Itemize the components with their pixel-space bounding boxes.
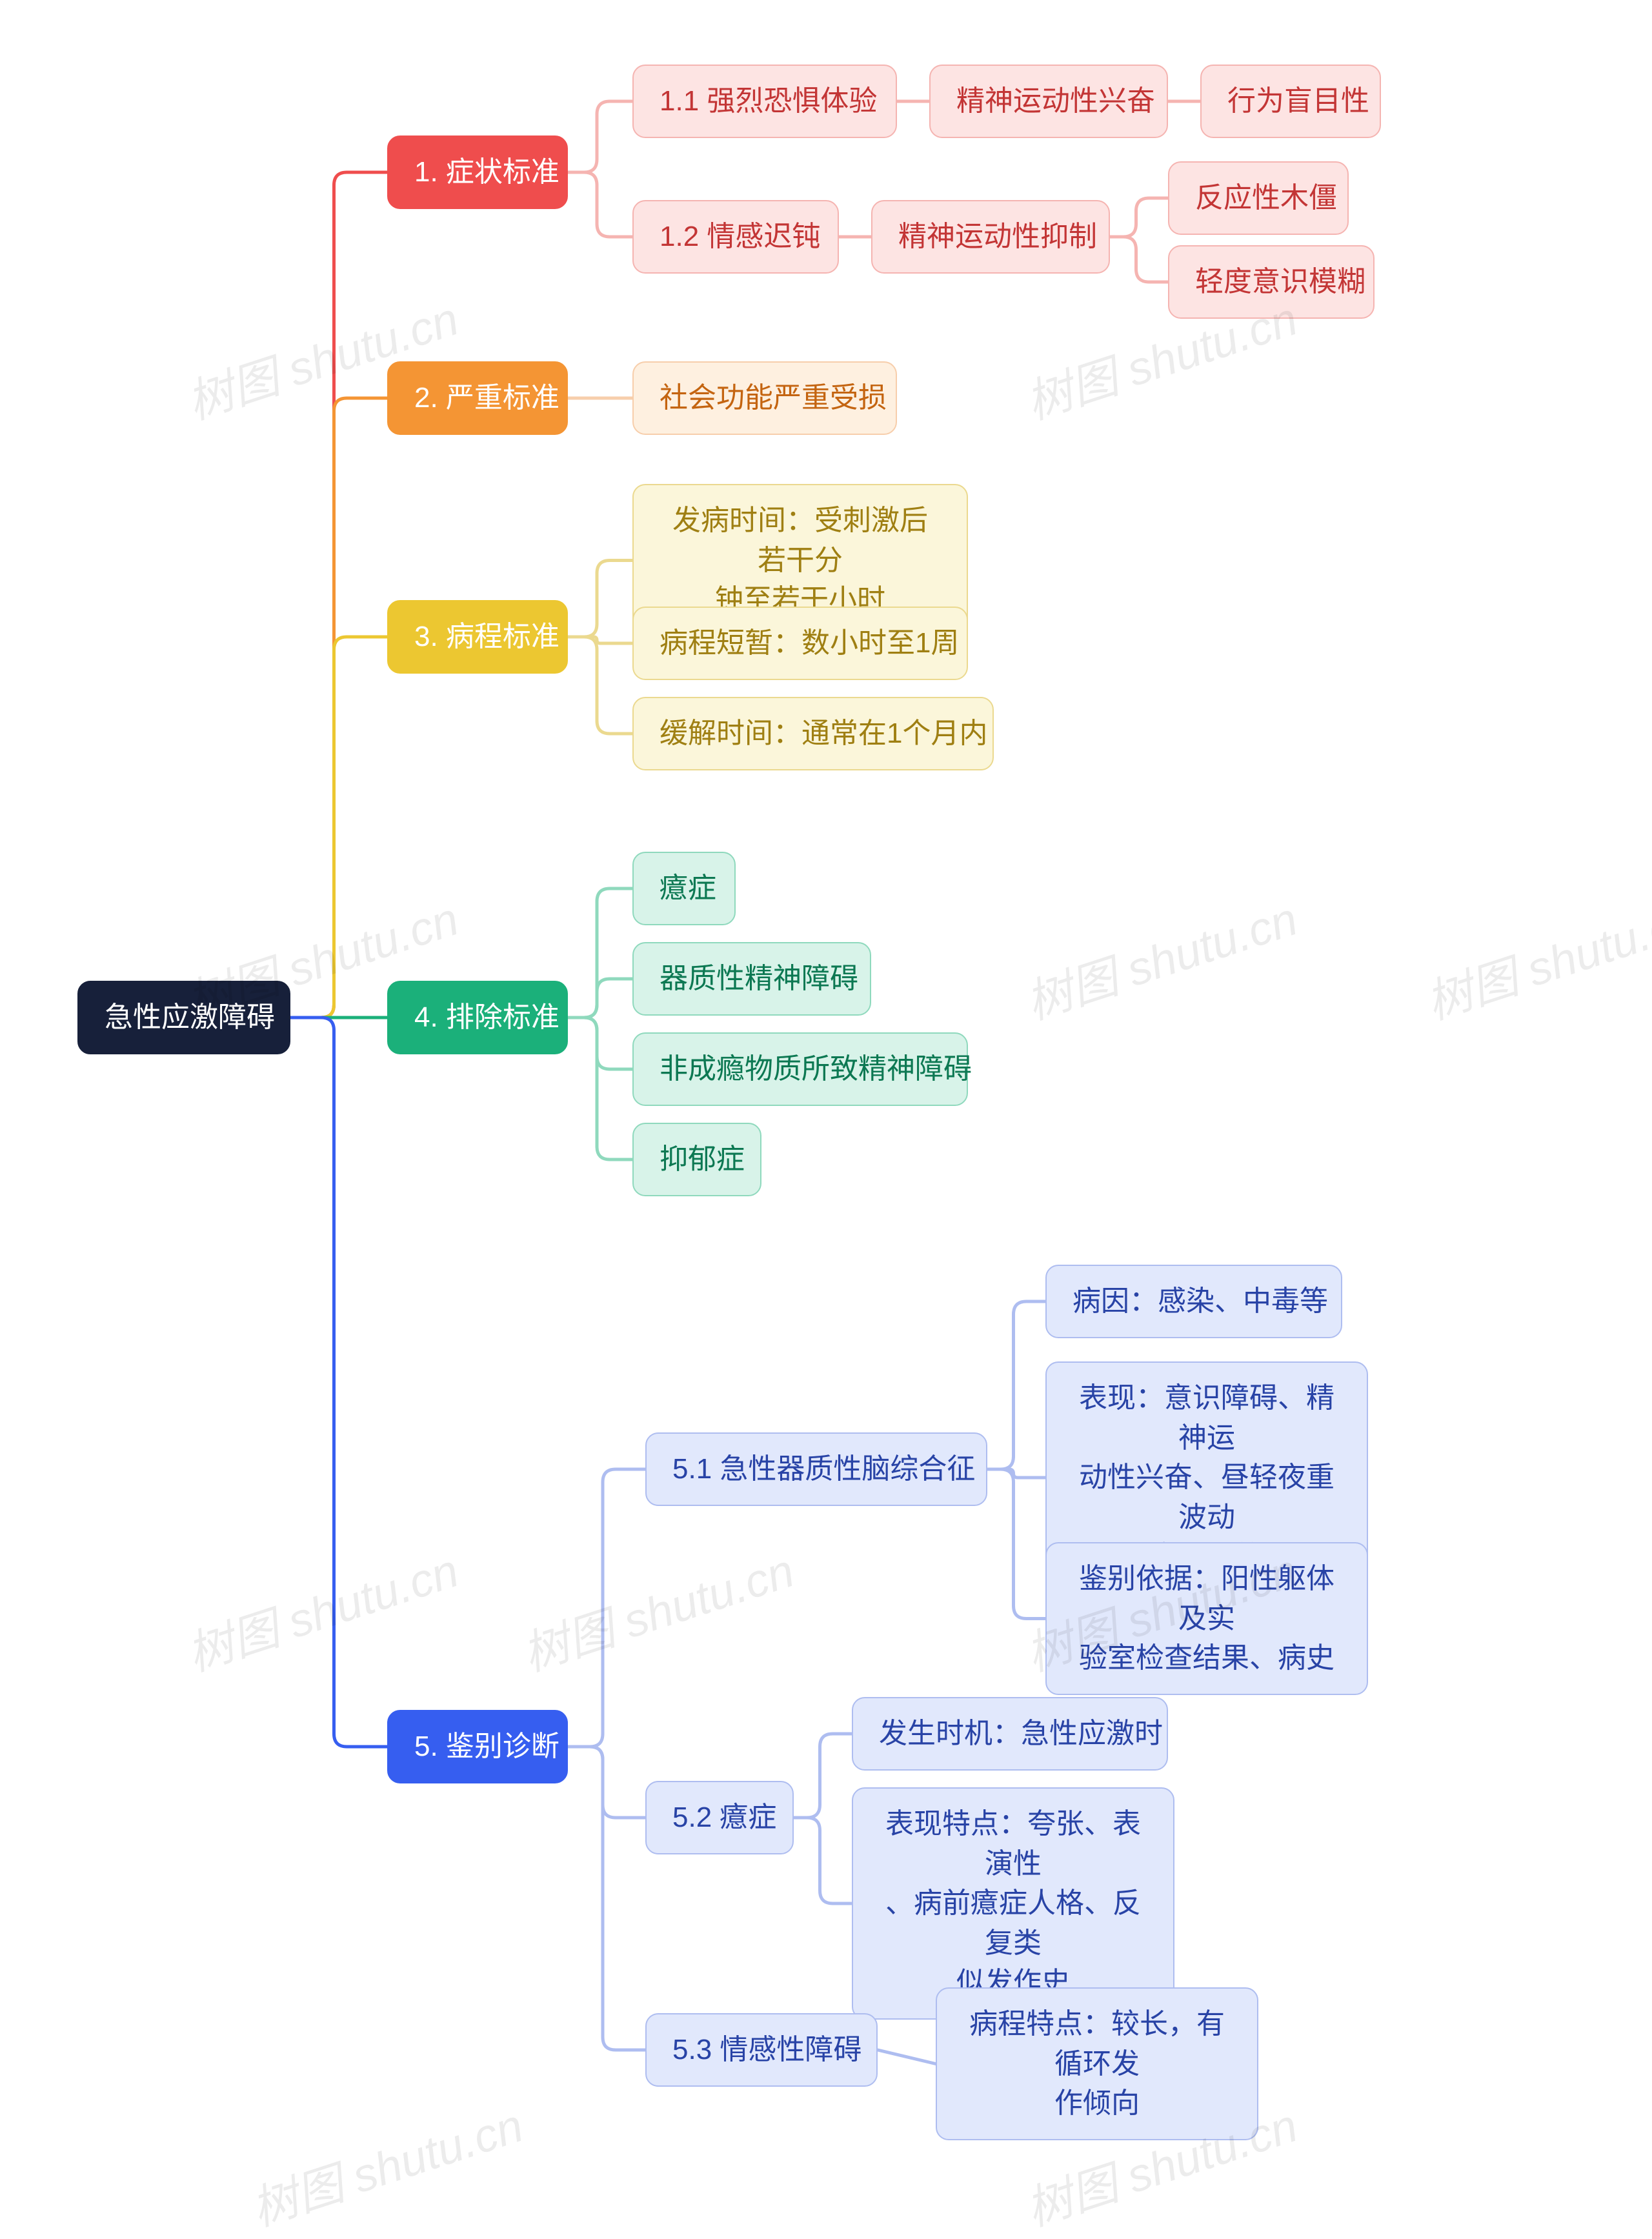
mindmap-node: 3. 病程标准 [387, 600, 568, 674]
mindmap-node: 5.1 急性器质性脑综合征 [645, 1432, 987, 1506]
mindmap-root: 急性应激障碍 [77, 981, 290, 1054]
mindmap-node: 缓解时间：通常在1个月内 [632, 697, 994, 770]
mindmap-node: 抑郁症 [632, 1123, 761, 1196]
mindmap-node: 器质性精神障碍 [632, 942, 871, 1016]
mindmap-node: 1.1 强烈恐惧体验 [632, 65, 897, 138]
watermark: 树图 shutu.cn [1016, 881, 1304, 1032]
mindmap-node: 1.2 情感迟钝 [632, 200, 839, 274]
mindmap-node: 社会功能严重受损 [632, 361, 897, 435]
mindmap-node: 5.3 情感性障碍 [645, 2013, 878, 2087]
mindmap-node: 精神运动性抑制 [871, 200, 1110, 274]
mindmap-node: 精神运动性兴奋 [929, 65, 1168, 138]
mindmap-node: 表现特点：夸张、表演性、病前癔症人格、反复类似发作史 [852, 1787, 1174, 2020]
mindmap-node: 行为盲目性 [1200, 65, 1381, 138]
watermark: 树图 shutu.cn [177, 1532, 465, 1684]
mindmap-node: 轻度意识模糊 [1168, 245, 1375, 319]
mindmap-node: 5. 鉴别诊断 [387, 1710, 568, 1783]
watermark: 树图 shutu.cn [1416, 881, 1652, 1032]
mindmap-node: 发生时机：急性应激时 [852, 1697, 1168, 1771]
mindmap-node: 反应性木僵 [1168, 161, 1349, 235]
mindmap-node: 非成瘾物质所致精神障碍 [632, 1032, 968, 1106]
mindmap-node: 鉴别依据：阳性躯体及实验室检查结果、病史 [1045, 1542, 1368, 1695]
mindmap-node: 病程短暂：数小时至1周 [632, 607, 968, 680]
mindmap-node: 癔症 [632, 852, 736, 925]
mindmap-node: 病程特点：较长，有循环发作倾向 [936, 1987, 1258, 2140]
mindmap-node: 5.2 癔症 [645, 1781, 794, 1854]
watermark: 树图 shutu.cn [512, 1532, 801, 1684]
watermark: 树图 shutu.cn [241, 2087, 530, 2239]
mindmap-node: 病因：感染、中毒等 [1045, 1265, 1342, 1338]
mindmap-node: 4. 排除标准 [387, 981, 568, 1054]
mindmap-node: 1. 症状标准 [387, 136, 568, 209]
mindmap-node: 2. 严重标准 [387, 361, 568, 435]
